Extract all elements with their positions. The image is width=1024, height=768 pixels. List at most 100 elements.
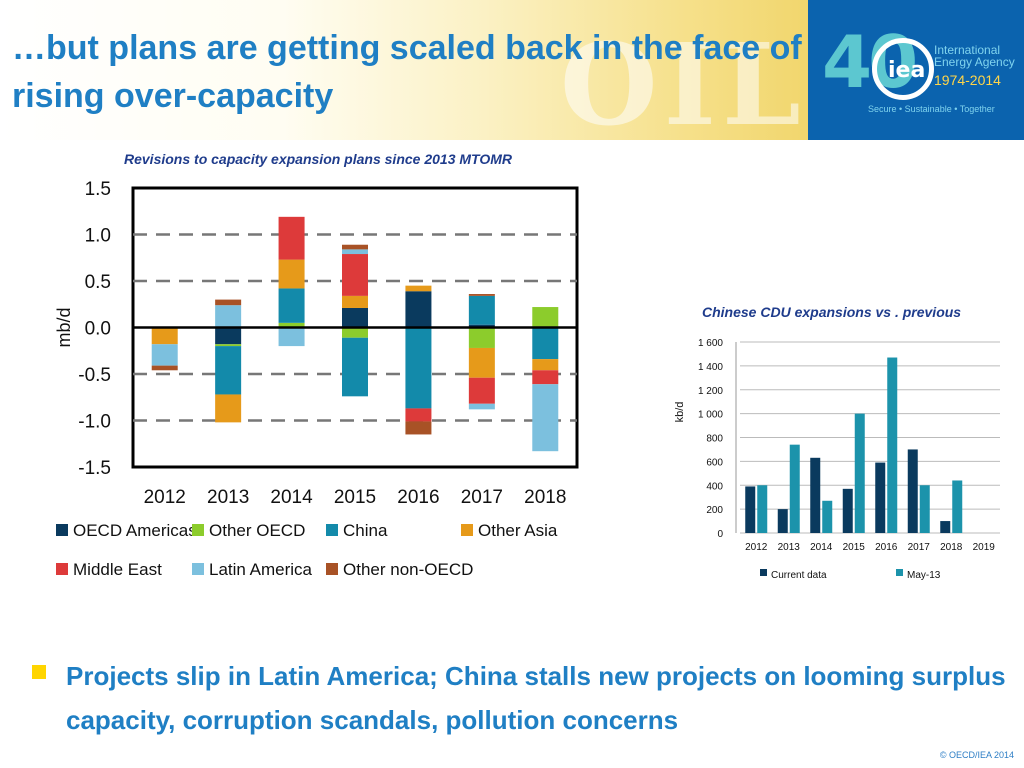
chart2-y-tick-label: 0 — [717, 529, 723, 540]
chart2-y-axis-title: kb/d — [674, 402, 686, 423]
legend2-swatch-may13 — [896, 569, 903, 576]
chart1-bar-latin_america — [278, 327, 305, 347]
logo-ring-icon — [872, 38, 934, 100]
chart1-y-tick-label: 0.0 — [85, 319, 111, 340]
legend1-swatch-oecd_americas — [56, 524, 68, 536]
chart2-y-tick-label: 400 — [706, 481, 723, 492]
chart1-bar-china — [532, 327, 559, 360]
chart1-bar-latin_america — [151, 344, 178, 366]
chart1-bar-other_non_oecd — [342, 244, 368, 250]
chart1-bar-other_asia — [151, 328, 178, 345]
legend1-label: Other Asia — [478, 521, 558, 540]
chart1-bar-other_oecd — [278, 322, 305, 328]
chart1-bar-other_asia — [405, 285, 432, 292]
chart2-title: Chinese CDU expansions vs . previous — [702, 304, 962, 320]
chart1-bar-latin_america — [468, 403, 495, 410]
chart1-bar-oecd_americas — [405, 291, 432, 328]
chart2-x-tick-label: 2014 — [810, 542, 833, 553]
chart1-bar-other_oecd — [215, 344, 242, 347]
legend1-label: Other OECD — [209, 521, 305, 540]
chart2-y-tick-label: 800 — [706, 434, 723, 445]
legend1-swatch-latin_america — [192, 563, 204, 575]
logo-acronym: iea — [888, 58, 926, 83]
logo-tagline: Secure • Sustainable • Together — [868, 104, 995, 114]
chart2-bar-may13 — [757, 485, 768, 533]
chart1-bar-latin_america — [532, 384, 559, 452]
chart1-x-tick-label: 2015 — [334, 487, 376, 508]
chart1-bar-middle_east — [405, 408, 432, 422]
chart1-bar-other_non_oecd — [468, 294, 495, 296]
chart1-x-tick-label: 2012 — [144, 487, 186, 508]
iea-logo: 40 iea International Energy Agency 1974-… — [808, 0, 1024, 140]
chart2-bar-may13 — [919, 485, 930, 533]
chart2-bar-current_data — [907, 449, 918, 533]
chart1-bar-middle_east — [342, 254, 368, 296]
chart1-bar-middle_east — [468, 377, 495, 404]
chart2-x-tick-label: 2012 — [745, 542, 768, 553]
chart2-bar-current_data — [810, 457, 821, 533]
chart1-x-tick-label: 2013 — [207, 487, 249, 508]
legend1-label: OECD Americas — [73, 521, 197, 540]
legend2-swatch-current_data — [760, 569, 767, 576]
legend1-swatch-other_non_oecd — [326, 563, 338, 575]
chart1-bar-other_oecd — [342, 327, 368, 338]
chart2-bar-current_data — [842, 488, 853, 533]
legend1-swatch-other_oecd — [192, 524, 204, 536]
legend1-label: Other non-OECD — [343, 560, 473, 579]
chart1-bar-china — [468, 295, 495, 325]
chart2-x-tick-label: 2019 — [973, 542, 996, 553]
chart2-x-tick-label: 2016 — [875, 542, 898, 553]
chart1-x-tick-label: 2017 — [461, 487, 503, 508]
chart2-x-tick-label: 2017 — [908, 542, 931, 553]
chart2-y-tick-label: 1 400 — [698, 362, 723, 373]
chart1-y-tick-label: 0.5 — [85, 272, 111, 293]
slide-title: …but plans are getting scaled back in th… — [12, 29, 802, 115]
chart1-x-tick-label: 2014 — [270, 487, 313, 508]
chart2-bar-may13 — [854, 413, 865, 533]
chart1-bar-other_non_oecd — [215, 299, 242, 306]
legend2-label: May-13 — [907, 570, 941, 581]
title-banner: OIL — [0, 0, 808, 140]
chart2-y-tick-label: 600 — [706, 457, 723, 468]
legend1-swatch-china — [326, 524, 338, 536]
logo-years: 1974-2014 — [934, 72, 1001, 88]
chart2-bar-may13 — [822, 500, 833, 533]
chart1-y-tick-label: 1.5 — [85, 179, 111, 200]
chart1-title: Revisions to capacity expansion plans si… — [124, 151, 512, 167]
chart2-bar-current_data — [875, 462, 886, 533]
chart1-y-tick-label: -1.0 — [78, 412, 111, 433]
chart1-bar-other_asia — [215, 394, 242, 423]
chart1-bar-other_asia — [532, 359, 559, 371]
legend2-label: Current data — [771, 570, 827, 581]
chart2-y-tick-label: 1 600 — [698, 338, 723, 349]
banner-watermark: OIL — [560, 20, 807, 140]
legend1-label: Latin America — [209, 560, 313, 579]
chart2-y-tick-label: 1 000 — [698, 410, 723, 421]
chart1-bar-oecd_americas — [215, 327, 242, 345]
chart1-bar-latin_america — [215, 305, 242, 328]
chart1-y-tick-label: -1.5 — [78, 458, 111, 479]
copyright: © OECD/IEA 2014 — [939, 750, 1014, 760]
bullet-text: Projects slip in Latin America; China st… — [66, 661, 1006, 735]
chart2-x-tick-label: 2018 — [940, 542, 963, 553]
chart1-bar-other_non_oecd — [151, 365, 178, 371]
chart1-bar-other_non_oecd — [405, 421, 432, 435]
chart2-bar-may13 — [887, 357, 898, 533]
chart2-x-tick-label: 2013 — [778, 542, 801, 553]
legend1-label: China — [343, 521, 388, 540]
bullet-square-icon — [32, 665, 46, 679]
chart1-bar-china — [342, 337, 368, 397]
chart1-bar-other_oecd — [468, 327, 495, 348]
chart1-y-tick-label: -0.5 — [78, 365, 111, 386]
chart1-bar-china — [278, 288, 305, 323]
chart1-x-tick-label: 2016 — [397, 487, 439, 508]
chart1-bar-oecd_americas — [468, 324, 495, 328]
chart1-y-axis-title: mb/d — [54, 307, 74, 347]
legend1-swatch-other_asia — [461, 524, 473, 536]
chart1-x-tick-label: 2018 — [524, 487, 566, 508]
chart1-bar-other_oecd — [532, 307, 559, 328]
legend1-swatch-middle_east — [56, 563, 68, 575]
chart2-bar-may13 — [952, 480, 963, 533]
chart1-bar-other_asia — [342, 295, 368, 308]
chart2-bar-current_data — [745, 486, 756, 533]
